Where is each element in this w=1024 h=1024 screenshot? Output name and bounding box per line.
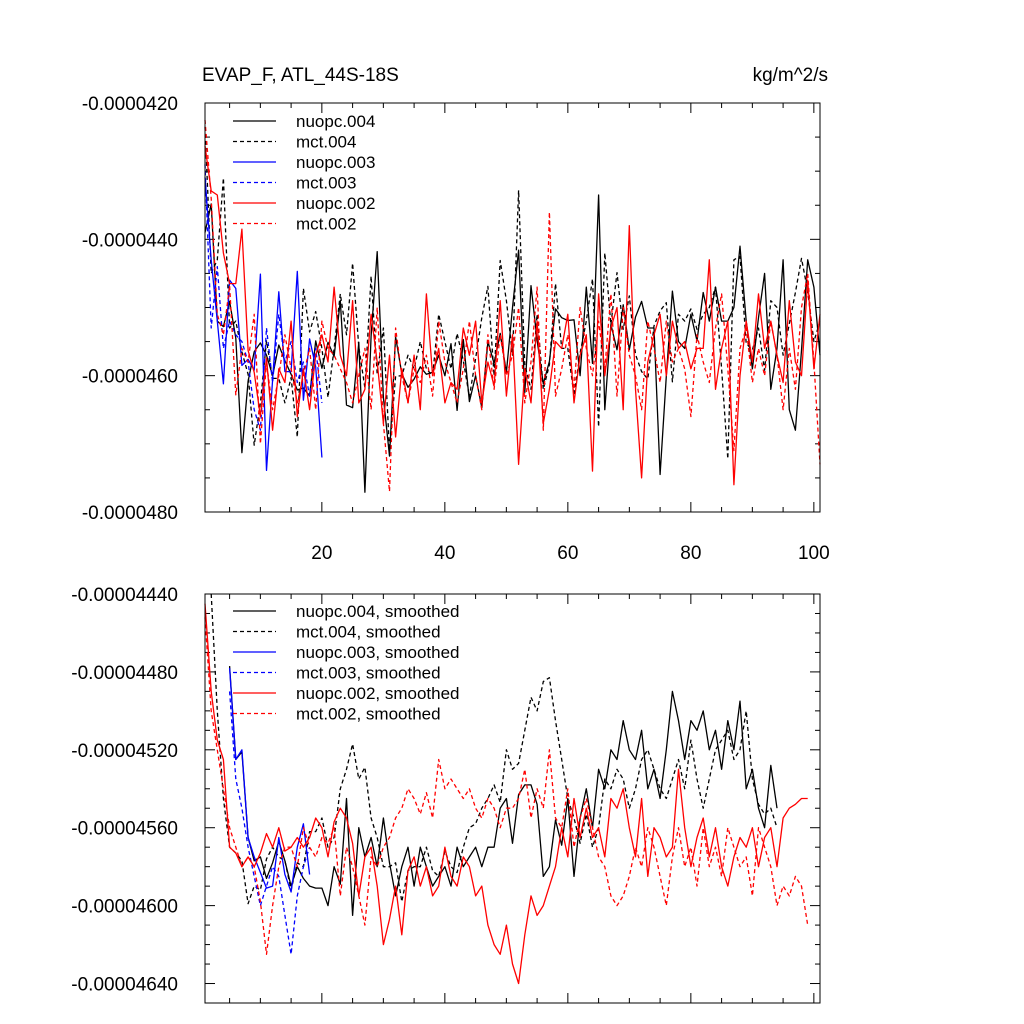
top-panel-title: EVAP_F, ATL_44S-18S	[202, 65, 399, 86]
x-tick-label: 20	[311, 543, 332, 564]
series-line-mct-003-smoothed	[228, 691, 311, 955]
y-tick-label: -0.0000480	[82, 503, 178, 524]
y-tick-label: -0.00004600	[71, 897, 178, 918]
series-line-mct-004-smoothed	[210, 593, 778, 905]
y-tick-label: -0.00004440	[71, 585, 178, 606]
top-panel-units: kg/m^2/s	[753, 65, 828, 86]
legend-label: mct.003, smoothed	[296, 664, 441, 683]
legend-label: nuopc.002	[296, 194, 375, 213]
legend-label: mct.003	[296, 174, 356, 193]
x-tick-label: 80	[680, 543, 701, 564]
top-panel-frame	[204, 102, 821, 513]
legend-label: nuopc.003	[296, 153, 375, 172]
y-tick-label: -0.00004560	[71, 819, 178, 840]
x-tick-label: 100	[798, 543, 830, 564]
y-tick-label: -0.0000440	[82, 230, 178, 251]
bottom-panel-ticks: -0.00004640 -0.00004600 -0.00004560 -0.0000…	[71, 585, 820, 1004]
y-tick-label: -0.0000460	[82, 367, 178, 388]
legend-label: mct.002, smoothed	[296, 705, 441, 724]
y-tick-label: -0.00004480	[71, 663, 178, 684]
series-line-mct-002-smoothed	[204, 617, 809, 955]
series-line-nuopc-003-smoothed	[228, 667, 311, 893]
series-line-nuopc-004-smoothed	[228, 666, 778, 917]
legend-label: nuopc.003, smoothed	[296, 643, 460, 662]
legend-label: nuopc.002, smoothed	[296, 684, 460, 703]
legend-label: mct.004, smoothed	[296, 623, 441, 642]
legend-label: mct.004	[296, 133, 356, 152]
legend-label: nuopc.004	[296, 112, 375, 131]
top-panel-series	[204, 119, 821, 493]
x-tick-label: 40	[434, 543, 455, 564]
y-tick-label: -0.00004520	[71, 741, 178, 762]
bottom-panel: -0.00004640 -0.00004600 -0.00004560 -0.0000…	[71, 585, 821, 1004]
bottom-panel-series	[204, 593, 809, 985]
x-tick-label: 60	[557, 543, 578, 564]
y-tick-label: -0.0000420	[82, 94, 178, 115]
series-line-nuopc-002-smoothed	[204, 603, 808, 985]
legend-label: nuopc.004, smoothed	[296, 602, 460, 621]
bottom-panel-frame	[204, 593, 821, 1004]
top-panel-ticks: 20 40 60 80 100 -0.0000480 -0.0000460 -0.000044…	[82, 94, 830, 564]
top-panel: EVAP_F, ATL_44S-18S kg/m^2/s 20 40 60 80 100…	[82, 65, 830, 564]
series-line-nuopc-002	[204, 145, 821, 486]
y-tick-label: -0.00004640	[71, 975, 178, 996]
legend-label: mct.002	[296, 215, 356, 234]
